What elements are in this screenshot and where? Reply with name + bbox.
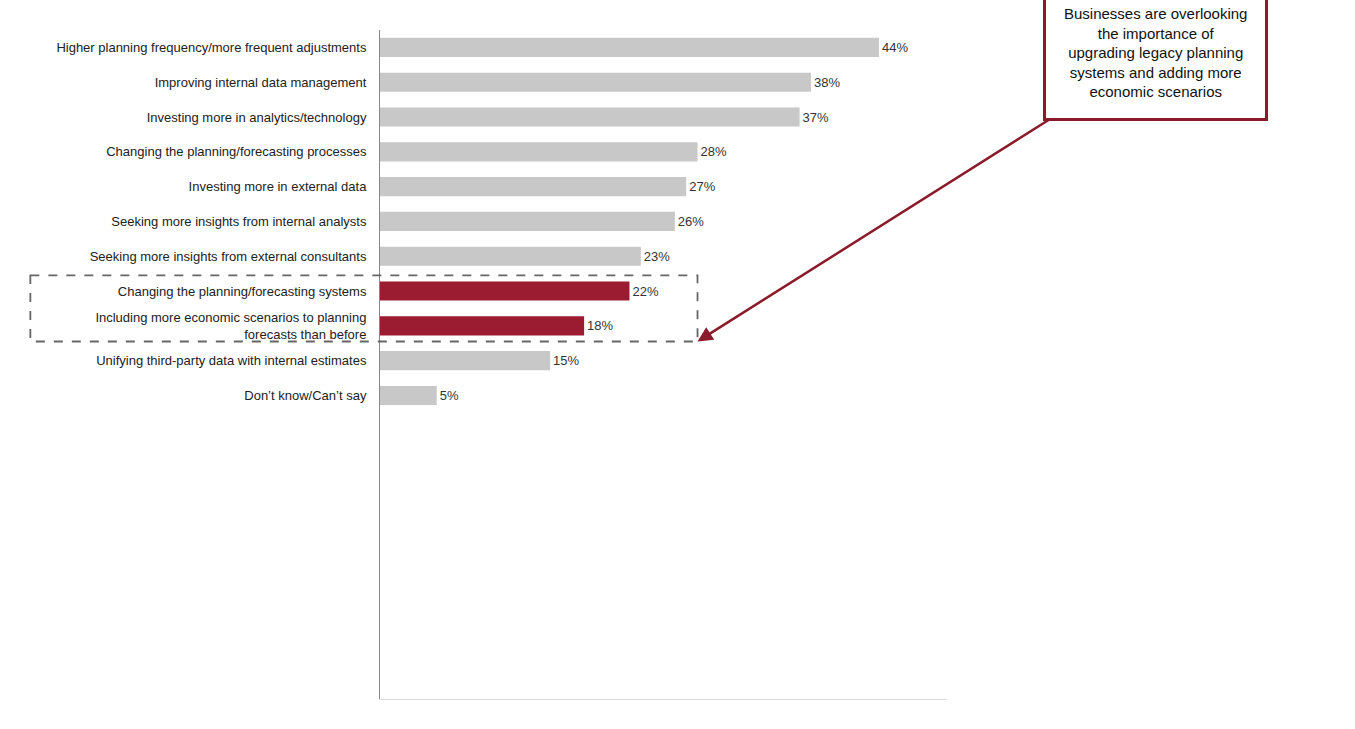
- svg-text:Businesses are overlookingthe: Businesses are overlookingthe importance…: [1064, 5, 1247, 100]
- svg-text:Including more economic scenar: Including more economic scenarios to pla…: [95, 310, 366, 342]
- svg-text:15%: 15%: [553, 353, 579, 368]
- svg-text:37%: 37%: [803, 110, 829, 125]
- svg-text:Improving internal data manage: Improving internal data management: [155, 75, 367, 90]
- svg-text:Changing the planning/forecast: Changing the planning/forecasting system…: [118, 284, 367, 299]
- svg-text:18%: 18%: [587, 318, 613, 333]
- svg-text:5%: 5%: [440, 388, 459, 403]
- svg-text:26%: 26%: [678, 214, 704, 229]
- svg-text:Higher planning frequency/more: Higher planning frequency/more frequent …: [56, 40, 367, 55]
- svg-text:22%: 22%: [632, 284, 658, 299]
- svg-text:23%: 23%: [644, 249, 670, 264]
- svg-text:Seeking more insights from ext: Seeking more insights from external cons…: [90, 249, 367, 264]
- svg-text:Unifying third-party data with: Unifying third-party data with internal …: [96, 353, 367, 368]
- svg-text:Investing more in external dat: Investing more in external data: [189, 179, 368, 194]
- svg-text:27%: 27%: [689, 179, 715, 194]
- svg-text:Seeking more insights from int: Seeking more insights from internal anal…: [111, 214, 367, 229]
- svg-text:Changing the planning/forecast: Changing the planning/forecasting proces…: [106, 144, 367, 159]
- svg-text:38%: 38%: [814, 75, 840, 90]
- svg-text:Don’t know/Can’t say: Don’t know/Can’t say: [244, 388, 367, 403]
- svg-text:44%: 44%: [882, 40, 908, 55]
- svg-text:Investing more in analytics/te: Investing more in analytics/technology: [147, 110, 367, 125]
- svg-text:28%: 28%: [701, 144, 727, 159]
